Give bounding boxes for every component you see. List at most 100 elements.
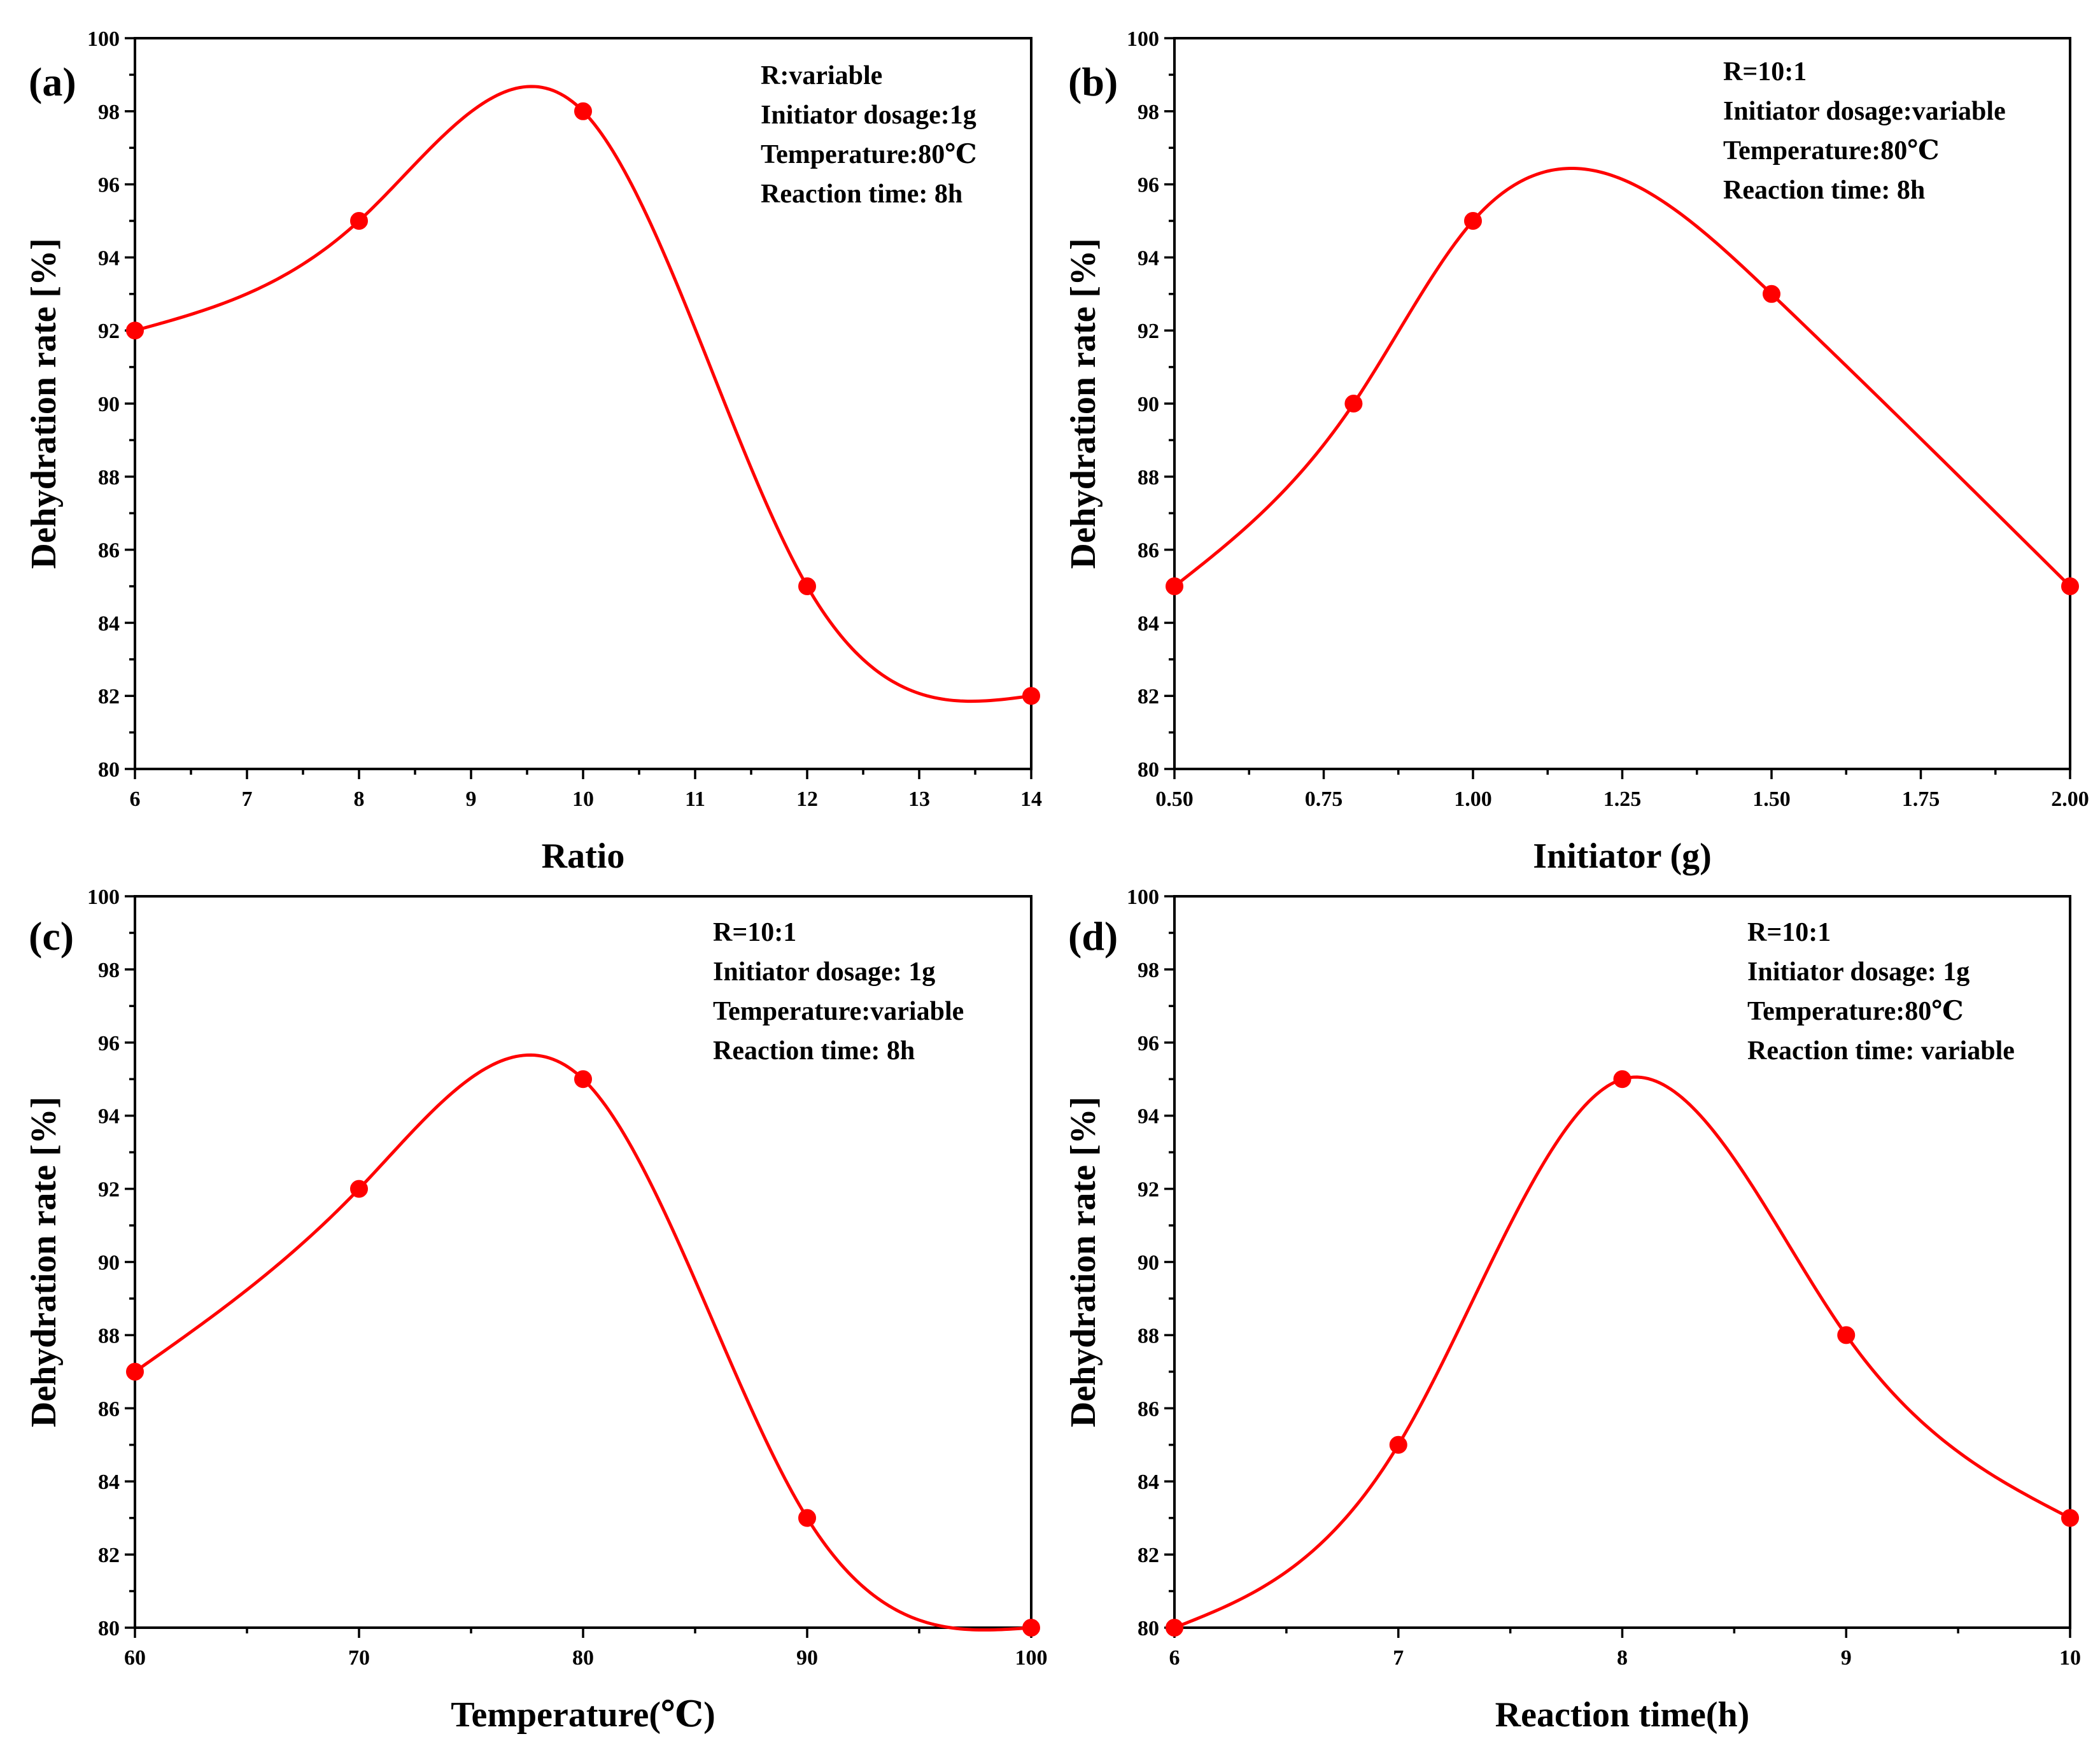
y-tick-label: 80 (98, 758, 120, 782)
data-point (1837, 1326, 1856, 1344)
chart-panel-a: 80 82 84 86 88 90 92 94 96 98 100 6 7 8 9 10 11 12 13 14 Rat… (24, 27, 1042, 876)
y-axis-title: Dehydration rate [%] (24, 238, 64, 568)
x-axis-title: Reaction time(h) (1495, 1695, 1750, 1735)
data-point (1166, 577, 1183, 595)
y-tick-label: 86 (1138, 539, 1159, 563)
annotation-text: R=10:1 (1723, 57, 1807, 87)
series-line (134, 85, 1032, 703)
y-tick-label: 98 (1138, 101, 1159, 124)
x-tick-label: 0.50 (1155, 787, 1194, 811)
x-tick-label: 8 (1617, 1646, 1628, 1670)
annotation-text: Initiator dosage: 1g (713, 957, 935, 987)
x-tick-label: 8 (354, 787, 365, 811)
y-tick-label: 80 (98, 1617, 120, 1640)
annotation-text: Initiator dosage:variable (1723, 97, 2006, 126)
x-tick-label: 1.00 (1454, 787, 1492, 811)
y-tick-label: 84 (98, 612, 120, 635)
y-tick-label: 86 (1138, 1397, 1159, 1421)
y-tick-label: 98 (98, 101, 120, 124)
x-tick-label: 1.50 (1752, 787, 1791, 811)
y-axis-title: Dehydration rate [%] (24, 1097, 64, 1427)
annotation-text: R=10:1 (713, 918, 796, 947)
annotation-text: Temperature:80℃ (1747, 997, 1964, 1026)
data-point (798, 1509, 816, 1527)
series-line (1174, 1075, 2071, 1630)
data-point (1613, 1070, 1631, 1089)
data-point (1344, 395, 1363, 412)
annotation-text: Reaction time: 8h (761, 180, 962, 209)
x-tick-label: 6 (1169, 1646, 1180, 1670)
y-tick-label: 98 (98, 959, 120, 982)
annotation-text: Temperature:80℃ (761, 140, 977, 169)
y-tick-label: 100 (87, 885, 120, 909)
x-tick-label: 9 (1841, 1646, 1852, 1670)
x-tick-label: 7 (1393, 1646, 1404, 1670)
data-point (126, 321, 144, 340)
annotation-text: Initiator dosage:1g (761, 101, 976, 130)
y-tick-label: 94 (1138, 1105, 1159, 1129)
data-point (126, 1362, 144, 1381)
x-tick-label: 10 (572, 787, 594, 811)
x-axis-title: Ratio (542, 836, 625, 876)
x-tick-label: 7 (242, 787, 253, 811)
annotation-text: Reaction time: variable (1747, 1036, 2015, 1066)
x-tick-label: 12 (796, 787, 818, 811)
y-tick-label: 92 (98, 1178, 120, 1202)
data-point (1022, 687, 1040, 705)
panel-label: (a) (29, 59, 76, 104)
annotation-text: Temperature:80℃ (1723, 136, 1940, 166)
x-tick-label: 70 (348, 1646, 370, 1670)
y-tick-label: 92 (1138, 320, 1159, 343)
y-tick-label: 82 (98, 1544, 120, 1567)
y-tick-label: 84 (98, 1470, 120, 1494)
y-tick-label: 92 (1138, 1178, 1159, 1202)
y-tick-label: 86 (98, 539, 120, 563)
data-point (1166, 1619, 1183, 1637)
y-tick-label: 96 (98, 174, 120, 197)
y-tick-label: 82 (1138, 685, 1159, 708)
data-point (350, 1180, 368, 1198)
x-axis-title: Temperature(℃) (451, 1695, 715, 1735)
y-tick-label: 92 (98, 320, 120, 343)
series-line (1173, 167, 2071, 588)
chart-panel-b: 80 82 84 86 88 90 92 94 96 98 100 0.50 0.75 1.00 1.25 1… (1064, 27, 2089, 876)
x-tick-label: 6 (130, 787, 141, 811)
y-tick-label: 94 (98, 246, 120, 270)
data-point (574, 102, 592, 120)
panel-label: (b) (1068, 59, 1118, 104)
y-tick-label: 100 (87, 27, 120, 51)
data-point (350, 212, 368, 230)
panel-label: (d) (1068, 913, 1118, 959)
y-tick-label: 96 (1138, 174, 1159, 197)
data-point (2061, 577, 2079, 595)
y-axis-title: Dehydration rate [%] (1064, 238, 1103, 568)
y-tick-label: 96 (98, 1032, 120, 1055)
y-tick-label: 96 (1138, 1032, 1159, 1055)
y-tick-label: 86 (98, 1397, 120, 1421)
x-tick-label: 0.75 (1305, 787, 1343, 811)
y-tick-label: 82 (98, 685, 120, 708)
y-tick-label: 88 (98, 466, 120, 490)
y-tick-label: 100 (1127, 27, 1159, 51)
annotation-text: Temperature:variable (713, 997, 964, 1026)
y-tick-label: 84 (1138, 1470, 1159, 1494)
x-tick-label: 14 (1020, 787, 1042, 811)
x-tick-label: 10 (2059, 1646, 2081, 1670)
data-point (1389, 1435, 1407, 1454)
x-tick-label: 1.25 (1603, 787, 1642, 811)
x-tick-label: 13 (908, 787, 930, 811)
y-tick-label: 80 (1138, 758, 1159, 782)
annotation-text: R:variable (761, 61, 882, 90)
data-point (1763, 285, 1780, 303)
y-tick-label: 90 (98, 393, 120, 416)
y-tick-label: 100 (1127, 885, 1159, 909)
y-tick-label: 88 (1138, 1324, 1159, 1348)
x-tick-label: 60 (124, 1646, 146, 1670)
x-tick-label: 2.00 (2051, 787, 2089, 811)
x-tick-label: 80 (572, 1646, 594, 1670)
y-tick-label: 82 (1138, 1544, 1159, 1567)
data-point (2061, 1509, 2079, 1527)
panel-label: (c) (29, 913, 74, 959)
y-tick-label: 98 (1138, 959, 1159, 982)
